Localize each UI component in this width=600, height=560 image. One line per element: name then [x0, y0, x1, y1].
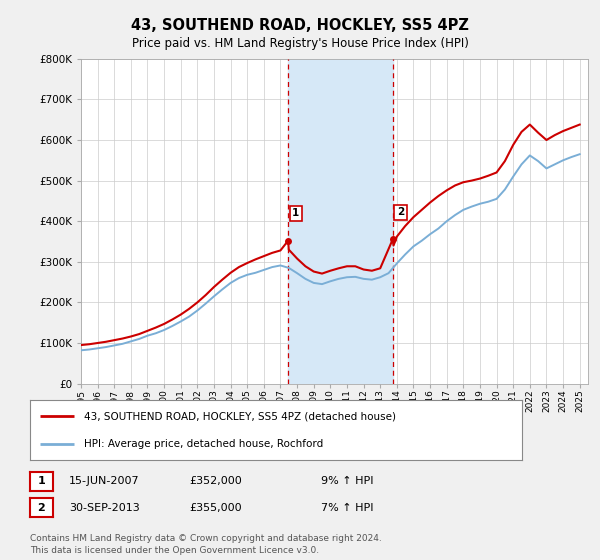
Text: 43, SOUTHEND ROAD, HOCKLEY, SS5 4PZ: 43, SOUTHEND ROAD, HOCKLEY, SS5 4PZ — [131, 18, 469, 32]
Text: 1: 1 — [38, 476, 45, 486]
Text: 2: 2 — [38, 503, 45, 513]
Text: 15-JUN-2007: 15-JUN-2007 — [69, 476, 140, 486]
Text: Contains HM Land Registry data © Crown copyright and database right 2024.
This d: Contains HM Land Registry data © Crown c… — [30, 534, 382, 555]
Text: 2: 2 — [397, 207, 404, 217]
Text: 7% ↑ HPI: 7% ↑ HPI — [321, 503, 373, 513]
Text: £352,000: £352,000 — [189, 476, 242, 486]
Text: 30-SEP-2013: 30-SEP-2013 — [69, 503, 140, 513]
Text: 9% ↑ HPI: 9% ↑ HPI — [321, 476, 373, 486]
Text: Price paid vs. HM Land Registry's House Price Index (HPI): Price paid vs. HM Land Registry's House … — [131, 37, 469, 50]
Text: 1: 1 — [292, 208, 299, 218]
Bar — [288, 59, 392, 384]
Text: £355,000: £355,000 — [189, 503, 242, 513]
Text: 43, SOUTHEND ROAD, HOCKLEY, SS5 4PZ (detached house): 43, SOUTHEND ROAD, HOCKLEY, SS5 4PZ (det… — [84, 411, 396, 421]
Text: HPI: Average price, detached house, Rochford: HPI: Average price, detached house, Roch… — [84, 439, 323, 449]
